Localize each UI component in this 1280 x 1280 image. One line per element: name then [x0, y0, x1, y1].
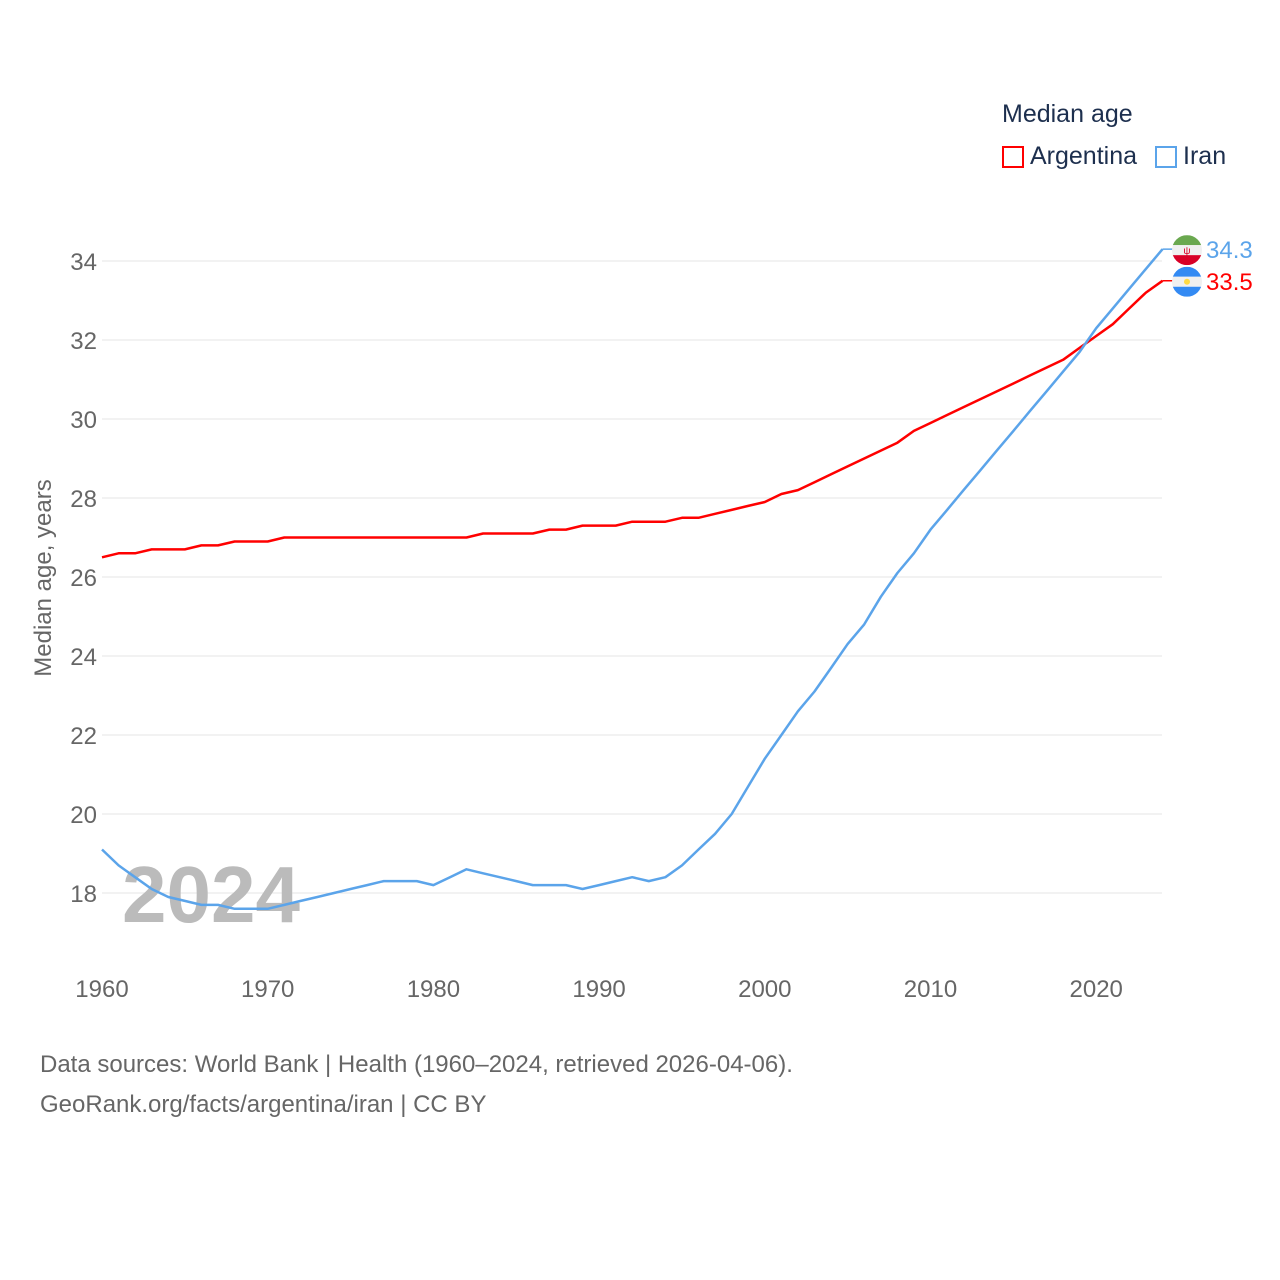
y-tick-label: 28: [70, 486, 97, 513]
iran-flag-icon: ψ: [1172, 235, 1202, 266]
y-tick-label: 20: [70, 802, 97, 829]
credit-line[interactable]: GeoRank.org/facts/argentina/iran | CC BY: [40, 1091, 487, 1118]
line-chart: 18 20 22 24 26 28 30 32 34 1960 1970 1980 1990 2000 20…: [30, 235, 1253, 1003]
y-tick-label: 30: [70, 407, 97, 434]
end-value-label-argentina: 33.5: [1206, 269, 1253, 296]
y-tick-label: 34: [70, 249, 97, 276]
y-axis-label: Median age, years: [30, 479, 57, 676]
series-line-iran: [101, 248, 1164, 911]
x-tick-label: 2010: [904, 976, 957, 1003]
y-tick-label: 22: [70, 723, 97, 750]
legend-item-iran[interactable]: Iran: [1155, 142, 1226, 171]
legend-swatch-argentina: [1002, 145, 1024, 168]
x-tick-label: 1980: [407, 976, 460, 1003]
legend-item-argentina[interactable]: Argentina: [1002, 142, 1137, 171]
footer: Data sources: World Bank | Health (1960–…: [40, 1045, 793, 1125]
year-watermark: 2024: [122, 850, 300, 939]
svg-text:ψ: ψ: [1183, 246, 1190, 257]
x-tick-label: 1960: [75, 976, 128, 1003]
y-tick-label: 24: [70, 644, 97, 671]
y-tick-label: 32: [70, 328, 97, 355]
source-line: Data sources: World Bank | Health (1960–…: [40, 1051, 793, 1078]
legend-swatch-iran: [1155, 145, 1178, 168]
x-tick-label: 1970: [241, 976, 294, 1003]
argentina-flag-icon: [1172, 266, 1202, 297]
legend-label: Iran: [1183, 142, 1227, 170]
x-tick-label: 2020: [1070, 976, 1123, 1003]
x-tick-label: 2000: [738, 976, 791, 1003]
legend: Argentina Iran: [1002, 142, 1244, 171]
y-tick-label: 18: [70, 881, 97, 908]
legend-title: Median age: [1002, 100, 1133, 128]
x-tick-label: 1990: [572, 976, 625, 1003]
end-value-label-iran: 34.3: [1206, 237, 1253, 264]
legend-label: Argentina: [1030, 142, 1138, 170]
series-line-argentina: [101, 279, 1164, 559]
y-tick-label: 26: [70, 565, 97, 592]
